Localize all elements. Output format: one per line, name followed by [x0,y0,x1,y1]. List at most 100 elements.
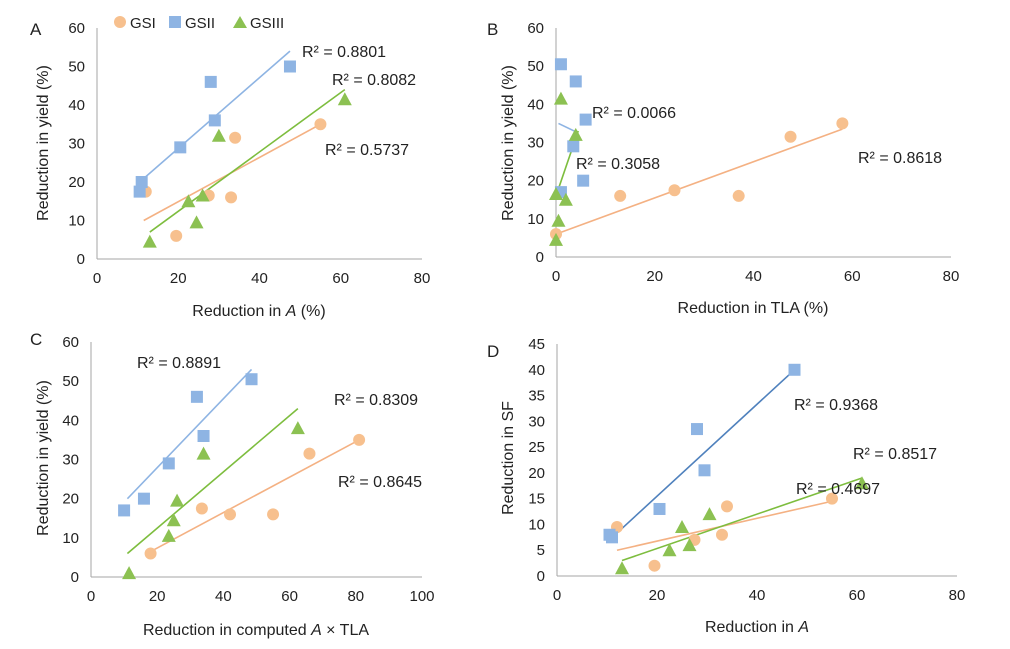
x-axis-title: Reduction in A [705,619,809,636]
r2-label-gsi: R² = 0.8645 [338,474,422,491]
data-point-gsii [691,423,703,436]
data-point-gsii [208,114,221,127]
data-point-gsiii [195,188,210,202]
data-point-gsi [826,492,838,505]
y-tick-label: 60 [527,20,544,37]
legend: GSI GSII GSIII [114,15,284,32]
trendline-gsiii [621,477,863,562]
y-tick-labels: 0 10 20 30 40 50 60 [527,20,544,266]
y-tick-label: 10 [68,213,85,230]
legend-label-gsi: GSI [130,15,156,32]
data-point-gsii [567,140,580,153]
x-tick-label: 80 [347,588,364,605]
panel-label-c: C [30,330,42,349]
trendlines [608,369,863,562]
x-axis-title-part-2: A [797,619,809,636]
x-tick-label: 0 [87,588,95,605]
y-tick-label: 0 [536,249,544,266]
x-axis-title: Reduction in A (%) [192,303,325,320]
data-point-gsii [174,141,187,154]
y-tick-label: 40 [62,412,79,429]
data-point-gsi [303,447,316,460]
data-point-gsi [836,117,849,130]
panel-label-b: B [487,20,498,39]
y-axis-title: Reduction in yield (%) [35,380,52,536]
data-point-gsi [195,502,208,515]
data-point-gsi [170,229,183,242]
x-tick-labels: 0 20 40 60 80 [553,587,966,604]
y-tick-label: 60 [68,20,85,37]
x-axis-title-part-1: Reduction in TLA (%) [678,300,829,317]
data-point-gsiii [553,91,568,105]
y-tick-label: 30 [62,452,79,469]
y-tick-label: 20 [62,491,79,508]
y-tick-label: 30 [527,135,544,152]
trendline-gsii [608,369,796,541]
x-tick-label: 40 [749,587,766,604]
data-point-gsiii [558,192,573,206]
data-point-gsiii [142,234,157,248]
data-point-gsii [245,373,258,386]
y-axis-title: Reduction in SF [500,401,517,515]
y-tick-labels: 0 10 20 30 40 50 60 [68,20,85,268]
trendline-gsiii [149,88,346,233]
r2-label-gsiii: R² = 0.3058 [576,156,660,173]
x-axis-title-part-1: Reduction in [192,303,285,320]
x-tick-labels: 0 20 40 60 80 100 [87,588,435,605]
data-point-gsi [648,559,661,572]
y-tick-label: 40 [68,97,85,114]
y-tick-label: 20 [528,465,545,482]
y-tick-label: 30 [528,413,545,430]
data-point-gsiii [662,543,677,557]
panel-a: A 0 10 20 30 40 50 60 0 20 40 60 80 R² = 0.8801 R²… [30,20,430,320]
data-point-gsi [732,189,745,202]
data-point-gsiii [702,507,717,521]
trendlines [555,122,843,235]
data-point-gsiii [549,187,563,201]
data-point-gsii [554,58,567,71]
x-axis-title-part-2: A [285,303,297,320]
legend-marker-gsiii [233,16,247,28]
data-points [118,373,366,580]
x-axis-title: Reduction in TLA (%) [678,300,829,317]
data-point-gsi [144,547,157,560]
panel-label-a: A [30,20,42,39]
x-tick-label: 80 [949,587,966,604]
data-point-gsiii [855,476,869,490]
trendlines [139,50,346,233]
data-point-gsii [197,430,210,442]
y-tick-labels: 0 10 20 30 40 50 60 [62,334,79,586]
panel-b: B 0 10 20 30 40 50 60 0 20 40 60 80 R² = 0.0066 R²… [487,20,959,317]
x-tick-label: 0 [93,270,101,287]
y-tick-label: 40 [528,362,545,379]
r2-label-gsii: R² = 0.9368 [794,397,878,414]
x-axis-title: Reduction in computed A × TLA [143,622,369,639]
data-point-gsii [579,113,592,126]
x-tick-label: 60 [849,587,866,604]
data-points [603,363,869,575]
y-tick-label: 0 [71,569,79,586]
data-point-gsiii [181,194,196,208]
data-point-gsii [135,176,148,188]
data-point-gsi [353,433,366,446]
legend-label-gsii: GSII [185,15,215,32]
data-point-gsii [698,464,711,477]
y-tick-label: 35 [528,388,545,405]
x-tick-label: 20 [646,268,663,285]
data-point-gsiii [196,446,211,460]
y-tick-label: 50 [527,58,544,75]
panel-c: C 0 10 20 30 40 50 60 0 20 40 60 80 100 R² = 0.8891… [30,330,435,639]
data-point-gsii [118,504,131,517]
data-point-gsiii [682,538,697,552]
x-tick-label: 0 [552,268,560,285]
x-tick-label: 20 [649,587,666,604]
data-point-gsi [614,189,627,202]
r2-label-gsiii: R² = 0.8517 [853,446,937,463]
data-point-gsii [788,363,801,376]
y-tick-label: 10 [528,516,545,533]
data-point-gsi [721,500,733,513]
data-point-gsi [225,191,238,204]
trendline-gsiii [126,407,299,555]
x-tick-label: 60 [332,270,349,287]
